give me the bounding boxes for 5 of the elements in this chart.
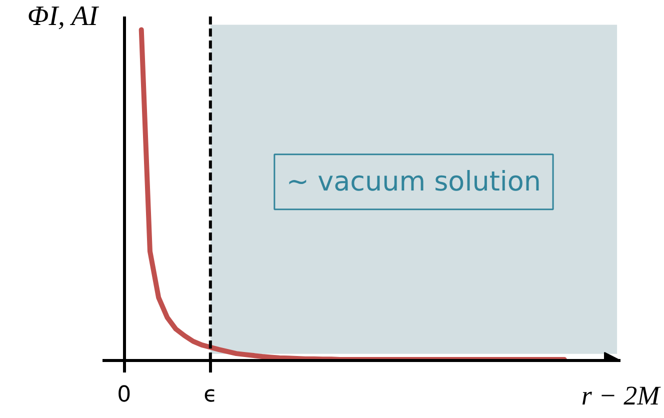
x-tick-label: ϵ	[204, 382, 218, 408]
annotation: ∼ vacuum solution	[286, 166, 542, 198]
x-tick-label: 0	[117, 382, 132, 408]
x-axis-title: r − 2M	[581, 380, 662, 410]
y-axis-title: ΦI, AI	[27, 1, 100, 32]
